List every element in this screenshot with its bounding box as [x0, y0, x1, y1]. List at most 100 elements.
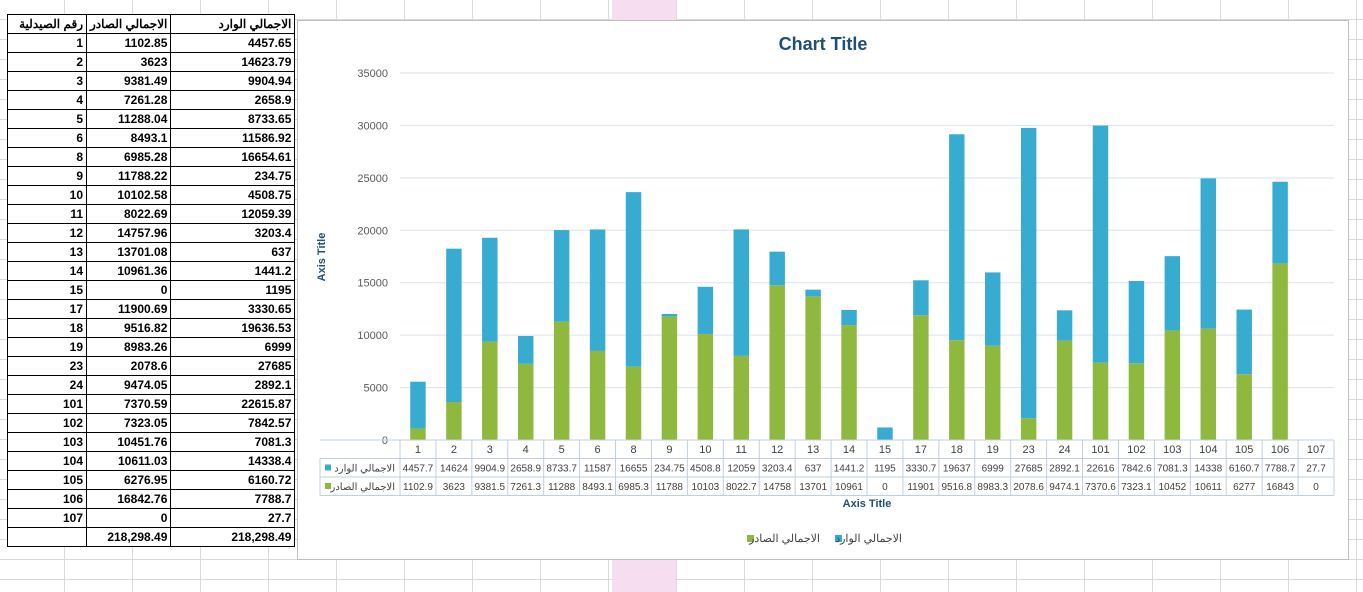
table-cell[interactable]: 3330.65 — [170, 299, 296, 319]
legend-key-swatch — [325, 464, 331, 471]
table-cell[interactable]: 1195 — [170, 280, 296, 300]
table-cell[interactable]: 12 — [7, 223, 87, 243]
table-cell[interactable]: 107 — [7, 508, 87, 528]
table-cell[interactable]: 11 — [7, 204, 87, 224]
table-cell[interactable]: 9 — [7, 166, 87, 186]
table-cell[interactable]: 8 — [7, 147, 87, 167]
data-table-value: 3330.7 — [906, 464, 937, 475]
table-cell[interactable]: 4 — [7, 90, 87, 110]
table-cell[interactable]: 103 — [7, 432, 87, 452]
table-cell[interactable]: 8733.65 — [170, 109, 296, 129]
table-cell[interactable]: 15 — [7, 280, 87, 300]
table-cell[interactable]: 14338.4 — [170, 451, 296, 471]
y-axis-title: Axis Title — [316, 233, 328, 282]
table-cell[interactable]: 10 — [7, 185, 87, 205]
table-cell[interactable]: 11900.69 — [85, 299, 172, 319]
table-cell[interactable]: 3203.4 — [170, 223, 296, 243]
data-table-value: 27685 — [1015, 464, 1043, 475]
table-cell[interactable]: 218,298.49 — [170, 527, 296, 547]
table-cell[interactable]: 8022.69 — [85, 204, 172, 224]
table-cell[interactable]: 8983.26 — [85, 337, 172, 357]
table-cell[interactable]: 7323.05 — [85, 413, 172, 433]
table-cell[interactable]: 6160.72 — [170, 470, 296, 490]
table-cell[interactable]: الاجمالي الصادر — [85, 14, 172, 34]
table-cell[interactable]: 10961.36 — [85, 261, 172, 281]
table-cell[interactable]: 27.7 — [170, 508, 296, 528]
table-cell[interactable]: 9904.94 — [170, 71, 296, 91]
table-cell[interactable]: 6985.28 — [85, 147, 172, 167]
table-cell[interactable] — [7, 527, 87, 547]
table-cell[interactable]: 7081.3 — [170, 432, 296, 452]
table-cell[interactable]: 14 — [7, 261, 87, 281]
table-cell[interactable]: 3 — [7, 71, 87, 91]
table-row: 107 0 27.7 — [7, 508, 296, 528]
table-cell[interactable]: 6276.95 — [85, 470, 172, 490]
table-cell[interactable]: 0 — [85, 280, 172, 300]
table-cell[interactable]: 5 — [7, 109, 87, 129]
table-cell[interactable]: 2078.6 — [85, 356, 172, 376]
table-cell[interactable]: 2892.1 — [170, 375, 296, 395]
bar-outgoing — [1128, 363, 1145, 440]
bar-incoming — [518, 335, 534, 364]
table-cell[interactable]: 8493.1 — [85, 128, 172, 148]
table-cell[interactable]: 6999 — [170, 337, 296, 357]
table-cell[interactable]: 14623.79 — [170, 52, 296, 72]
table-cell[interactable]: 27685 — [170, 356, 296, 376]
table-cell[interactable]: 13701.08 — [85, 242, 172, 262]
bar-incoming — [1128, 280, 1145, 364]
chart-area[interactable]: Chart Title 0 5000 10000 15000 20000 25000 3000… — [297, 20, 1349, 560]
table-cell[interactable]: 6 — [7, 128, 87, 148]
x-category-label: 103 — [1163, 444, 1181, 456]
table-cell[interactable]: 104 — [7, 451, 87, 471]
table-cell[interactable]: 2658.9 — [170, 90, 296, 110]
table-cell[interactable]: 10102.58 — [85, 185, 172, 205]
table-cell[interactable]: رقم الصيدلية — [7, 14, 87, 34]
table-cell[interactable]: 11288.04 — [85, 109, 172, 129]
table-cell[interactable]: 1102.85 — [85, 33, 172, 53]
table-cell[interactable]: 22615.87 — [170, 394, 296, 414]
table-cell[interactable]: 0 — [85, 508, 172, 528]
table-cell[interactable]: 3623 — [85, 52, 172, 72]
table-cell[interactable]: الاجمالي الوارد — [170, 14, 296, 34]
table-cell[interactable]: 23 — [7, 356, 87, 376]
table-cell[interactable]: 17 — [7, 299, 87, 319]
table-cell[interactable]: 9516.82 — [85, 318, 172, 338]
table-cell[interactable]: 16654.61 — [170, 147, 296, 167]
table-cell[interactable]: 13 — [7, 242, 87, 262]
table-cell[interactable]: 11586.92 — [170, 128, 296, 148]
table-cell[interactable]: 11788.22 — [85, 166, 172, 186]
table-cell[interactable]: 106 — [7, 489, 87, 509]
table-cell[interactable]: 637 — [170, 242, 296, 262]
table-cell[interactable]: 2 — [7, 52, 87, 72]
table-cell[interactable]: 101 — [7, 394, 87, 414]
table-cell[interactable]: 9381.49 — [85, 71, 172, 91]
table-cell[interactable]: 19 — [7, 337, 87, 357]
table-cell[interactable]: 102 — [7, 413, 87, 433]
table-cell[interactable]: 4508.75 — [170, 185, 296, 205]
table-cell[interactable]: 234.75 — [170, 166, 296, 186]
table-row: 104 10611.03 14338.4 — [7, 451, 296, 471]
table-cell[interactable]: 19636.53 — [170, 318, 296, 338]
table-cell[interactable]: 218,298.49 — [85, 527, 172, 547]
table-cell[interactable]: 105 — [7, 470, 87, 490]
table-cell[interactable]: 7261.28 — [85, 90, 172, 110]
table-cell[interactable]: 10611.03 — [85, 451, 172, 471]
table-cell[interactable]: 1441.2 — [170, 261, 296, 281]
table-cell[interactable]: 10451.76 — [85, 432, 172, 452]
table-cell[interactable]: 7788.7 — [170, 489, 296, 509]
table-cell[interactable]: 4457.65 — [170, 33, 296, 53]
table-cell[interactable]: 14757.96 — [85, 223, 172, 243]
table-cell[interactable]: 1 — [7, 33, 87, 53]
x-category-label: 107 — [1307, 444, 1325, 456]
table-cell[interactable]: 16842.76 — [85, 489, 172, 509]
table-cell[interactable]: 18 — [7, 318, 87, 338]
table-cell[interactable]: 7370.59 — [85, 394, 172, 414]
table-cell[interactable]: 9474.05 — [85, 375, 172, 395]
data-table-value: 14624 — [440, 464, 468, 475]
table-cell[interactable]: 24 — [7, 375, 87, 395]
bar-outgoing — [482, 341, 498, 440]
table-cell[interactable]: 7842.57 — [170, 413, 296, 433]
data-table-value: 13701 — [799, 482, 827, 493]
table-cell[interactable]: 12059.39 — [170, 204, 296, 224]
legend-label-outgoing: الاجمالي الصادر — [748, 533, 820, 545]
